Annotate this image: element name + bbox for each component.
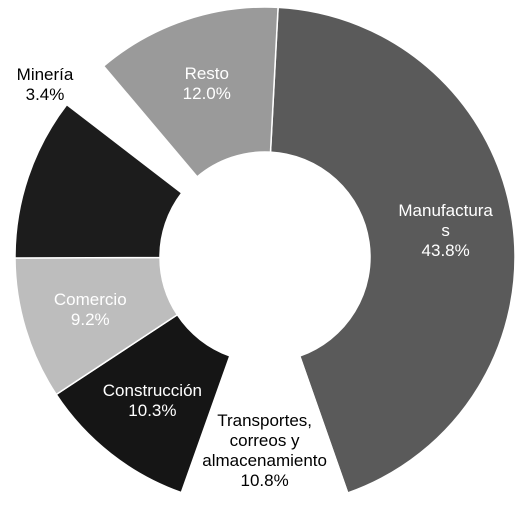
donut-slice (55, 313, 231, 494)
category-label: Transportes, correos y almacenamiento (202, 411, 327, 471)
value-label: 43.8% (421, 241, 470, 261)
value-label: 10.3% (128, 400, 177, 420)
category-label: Minería (16, 65, 74, 84)
category-label: Manufacturas (398, 201, 493, 241)
donut-slice (14, 103, 183, 259)
value-label: 12.0% (182, 84, 231, 104)
donut-slice (52, 52, 186, 182)
category-label: Comercio (53, 289, 127, 309)
value-label: 9.2% (70, 309, 110, 329)
donut-slice (269, 6, 516, 494)
value-label: 3.4% (25, 85, 65, 104)
category-label: Construcción (102, 380, 202, 400)
category-label: Resto (184, 64, 229, 84)
slice-label: Transportes, correos y almacenamiento 10.… (190, 411, 340, 491)
slice-label: Minería 3.4% (5, 65, 85, 105)
value-label: 10.8% (240, 471, 289, 491)
slice-label: Manufacturas 43.8% (396, 201, 496, 261)
slice-label: Resto 12.0% (162, 64, 252, 104)
donut-slice (102, 6, 279, 178)
slice-label: Comercio 9.2% (35, 290, 145, 330)
slice-label: Construcción 10.3% (102, 381, 202, 421)
